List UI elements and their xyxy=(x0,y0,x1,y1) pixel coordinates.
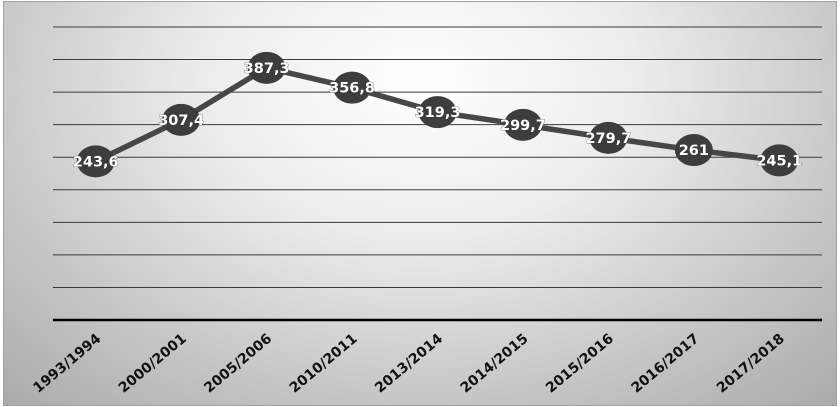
x-tick-label: 2013/2014 xyxy=(372,331,446,397)
x-tick-label: 2014/2015 xyxy=(458,331,532,397)
data-point-marker xyxy=(503,108,542,141)
x-tick-label: 2000/2001 xyxy=(116,331,190,397)
data-label: 243,6 xyxy=(73,154,119,170)
data-markers xyxy=(76,51,799,178)
data-label: 261 xyxy=(679,143,709,159)
data-point-marker xyxy=(333,71,372,104)
data-point-marker xyxy=(589,121,628,154)
x-tick-labels: 1993/1994 2000/2001 2005/2006 2010/2011 2013… xyxy=(30,331,787,397)
data-label: 279,7 xyxy=(585,131,631,147)
x-tick-label: 2005/2006 xyxy=(201,331,275,397)
data-label: 307,4 xyxy=(158,113,204,129)
data-label: 319,3 xyxy=(415,105,461,121)
data-point-marker xyxy=(247,51,286,84)
data-point-marker xyxy=(76,145,115,178)
chart-area xyxy=(3,1,837,406)
x-tick-label: 2010/2011 xyxy=(287,331,361,397)
data-label: 356,8 xyxy=(329,81,375,97)
data-point-marker xyxy=(674,134,713,167)
data-label: 299,7 xyxy=(500,118,546,134)
data-point-marker xyxy=(162,103,201,136)
x-tick-label: 2016/2017 xyxy=(629,331,703,397)
data-point-marker xyxy=(418,96,457,129)
x-tick-label: 2017/2018 xyxy=(714,331,788,397)
data-labels: 243,6 307,4 387,3 356,8 319,3 299,7 279,7 261 24… xyxy=(72,61,802,171)
data-label: 245,1 xyxy=(756,153,802,169)
x-tick-label: 1993/1994 xyxy=(30,331,104,397)
data-label: 387,3 xyxy=(244,61,290,77)
data-point-marker xyxy=(760,144,799,177)
x-tick-label: 2015/2016 xyxy=(543,331,617,397)
